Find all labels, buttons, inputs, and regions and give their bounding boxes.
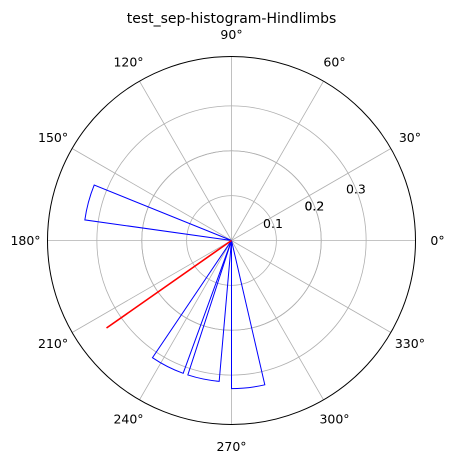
histogram-bar-3 xyxy=(231,240,266,390)
chart-title: test_sep-histogram-Hindlimbs xyxy=(127,11,337,27)
angle-gridline-2 xyxy=(231,80,324,241)
histogram-bar-0 xyxy=(84,184,232,241)
angle-tick-label-11: 330° xyxy=(395,336,425,351)
angle-tick-label-1: 30° xyxy=(399,130,421,145)
tick-labels: 0° 30° 60° 90° 120° 150° 180° 210° 240° 270° 300° 3… xyxy=(10,27,444,454)
radial-tick-label-3: 0.3 xyxy=(346,181,366,196)
angle-gridline-4 xyxy=(139,80,232,241)
angle-tick-label-7: 210° xyxy=(38,336,68,351)
angle-tick-label-4: 120° xyxy=(113,55,143,70)
radial-tick-label-2: 0.2 xyxy=(304,199,324,214)
angle-tick-label-0: 0° xyxy=(430,233,444,248)
angle-gridline-8 xyxy=(139,240,232,401)
mean-vector-layer xyxy=(106,239,232,329)
angle-gridline-7 xyxy=(71,240,232,333)
angle-gridline-1 xyxy=(231,148,392,241)
angle-tick-label-6: 180° xyxy=(10,233,40,248)
polar-frame xyxy=(47,56,416,425)
angle-tick-label-9: 270° xyxy=(216,439,246,454)
angle-tick-label-5: 150° xyxy=(38,130,68,145)
angle-gridline-10 xyxy=(231,240,324,401)
angle-tick-label-10: 300° xyxy=(319,411,349,426)
radial-tick-label-1: 0.2 xyxy=(304,199,324,214)
mean-vector-line xyxy=(106,239,232,329)
angle-gridline-5 xyxy=(71,148,232,241)
radial-tick-label-0: 0.1 xyxy=(263,216,283,231)
histogram-bar-1 xyxy=(151,240,232,374)
angle-tick-label-2: 60° xyxy=(323,55,345,70)
bars-layer xyxy=(84,184,266,390)
angle-gridline-11 xyxy=(231,240,392,333)
angle-tick-label-8: 240° xyxy=(113,411,143,426)
histogram-bar-2 xyxy=(187,240,232,382)
angle-tick-label-3: 90° xyxy=(220,27,242,42)
